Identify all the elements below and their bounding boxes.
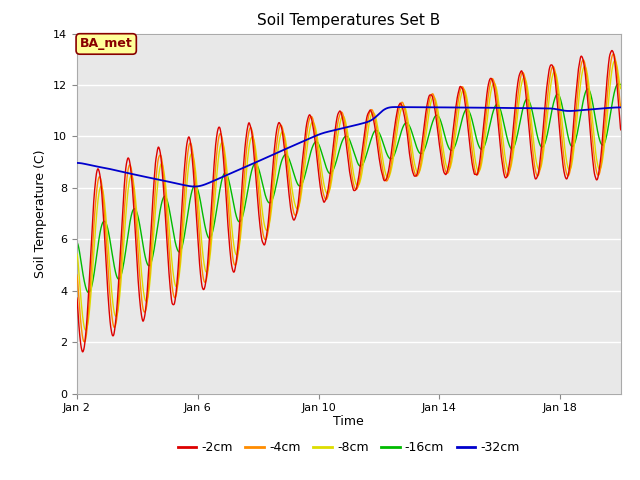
Text: BA_met: BA_met <box>80 37 132 50</box>
Y-axis label: Soil Temperature (C): Soil Temperature (C) <box>35 149 47 278</box>
Legend: -2cm, -4cm, -8cm, -16cm, -32cm: -2cm, -4cm, -8cm, -16cm, -32cm <box>173 436 525 459</box>
Title: Soil Temperatures Set B: Soil Temperatures Set B <box>257 13 440 28</box>
X-axis label: Time: Time <box>333 415 364 428</box>
